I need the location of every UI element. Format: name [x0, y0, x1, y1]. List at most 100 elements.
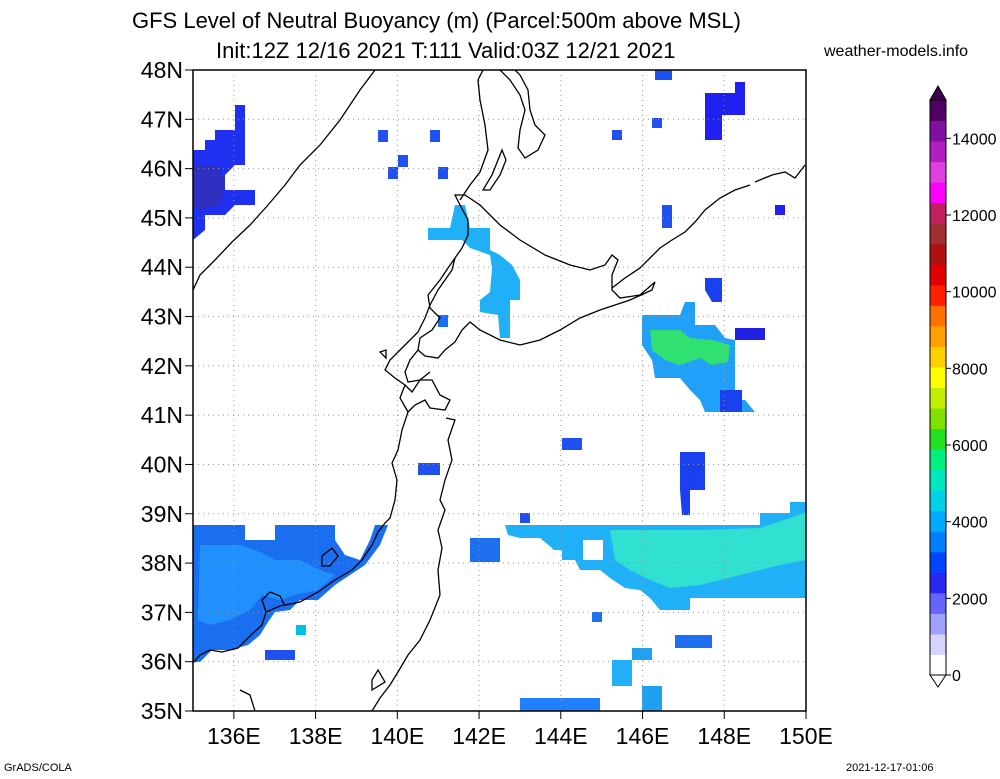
lat-label: 42N [141, 353, 183, 379]
fill-patch-small-1 [265, 650, 295, 660]
lat-label: 41N [141, 402, 183, 428]
coastlines [193, 70, 806, 711]
colorbar-segment [930, 366, 946, 388]
fill-patch-okhotsk-1 [655, 70, 672, 80]
longitude-axis: 136E 138E 140E 142E 144E 146E 148E 150E [207, 711, 833, 749]
coast-boso [371, 668, 386, 692]
colorbar-label: 12000 [952, 208, 997, 225]
lon-label: 148E [697, 723, 751, 749]
lon-label: 142E [452, 723, 506, 749]
colorbar-segment [930, 408, 946, 430]
fill-patch-north-1 [378, 130, 388, 142]
lat-label: 48N [141, 57, 183, 83]
colorbar-segment [930, 182, 946, 204]
colorbar-segment [930, 449, 946, 471]
colorbar-segment [930, 243, 946, 265]
colorbar-label: 2000 [952, 591, 988, 608]
colorbar-segment [930, 223, 946, 245]
lat-label: 44N [141, 254, 183, 280]
footer-timestamp: 2021-12-17-01:06 [846, 762, 934, 774]
lat-label: 36N [141, 649, 183, 675]
fill-patch-pacific-1 [470, 538, 500, 562]
colorbar-segment [930, 264, 946, 286]
fill-patch-okhotsk-2 [652, 118, 662, 128]
fill-patch-kuril-1 [735, 328, 765, 340]
fill-patch-pacific-4 [520, 698, 600, 711]
colorbar-segment [930, 141, 946, 163]
colorbar-segment [930, 100, 946, 122]
fill-patch-pacific-3 [675, 635, 712, 648]
coast-tsugaru [404, 379, 451, 413]
footer-software-label: GrADS/COLA [4, 762, 72, 774]
fill-patch-kuril-4 [720, 390, 742, 412]
colorbar-segment [930, 428, 946, 450]
lon-label: 136E [207, 723, 261, 749]
coast-sakhalin-east [499, 70, 546, 159]
coast-izu [239, 689, 256, 711]
fill-region-sea-of-japan-core [198, 545, 335, 625]
colorbar-segment [930, 120, 946, 142]
lat-label: 40N [141, 451, 183, 477]
lat-label: 43N [141, 304, 183, 330]
lat-label: 39N [141, 501, 183, 527]
fill-patch-kuril-3 [680, 452, 705, 515]
lat-label: 35N [141, 698, 183, 724]
colorbar-label: 6000 [952, 438, 988, 455]
lat-label: 46N [141, 156, 183, 182]
colorbar-segment [930, 284, 946, 306]
lon-label: 150E [779, 723, 833, 749]
fill-patch-pacific-7 [642, 686, 662, 711]
fill-patch-north-3 [398, 155, 408, 167]
coast-kuril-1 [611, 184, 751, 289]
fill-patch-okhotsk-5 [775, 205, 785, 215]
colorbar [929, 84, 947, 688]
fill-patch-hokkaido-3 [562, 438, 582, 450]
lon-label: 146E [616, 723, 670, 749]
fill-patch-okhotsk-3 [612, 130, 622, 140]
colorbar-segment [930, 202, 946, 224]
lat-label: 38N [141, 550, 183, 576]
coast-sakhalin-tip [481, 148, 507, 191]
fill-patch-kuril-2 [705, 278, 722, 302]
fill-region-kuril-core [650, 330, 730, 365]
colorbar-label: 14000 [952, 131, 997, 148]
fill-patch-pacific-6 [632, 648, 652, 660]
fill-patch-north-4 [388, 167, 398, 179]
colorbar-segment [930, 654, 946, 676]
lon-label: 138E [289, 723, 343, 749]
fill-patch-pacific-5 [612, 660, 632, 686]
coast-honshu-west [193, 257, 456, 664]
colorbar-segment [930, 469, 946, 491]
fill-patch-north-5 [438, 167, 448, 179]
colorbar-segment [930, 613, 946, 635]
colorbar-label: 10000 [952, 285, 997, 302]
coast-sakhalin [459, 70, 489, 201]
fill-patch-north-2 [430, 130, 440, 142]
fill-patch-hokkaido-2 [418, 463, 440, 475]
lat-label: 37N [141, 599, 183, 625]
fill-patch-pacific-2 [520, 513, 530, 523]
colorbar-segment [930, 633, 946, 655]
coast-honshu-east [371, 417, 456, 711]
lat-label: 47N [141, 106, 183, 132]
colorbar-frame [929, 99, 947, 676]
coast-hokkaido [417, 194, 656, 359]
coast-primorye [193, 70, 376, 291]
fill-region-hokkaido-west [428, 205, 520, 338]
colorbar-segment [930, 387, 946, 409]
colorbar-segment [930, 325, 946, 347]
credit-label: weather-models.info [824, 43, 969, 60]
lnb-fill-layer [193, 70, 806, 711]
coast-sado [321, 547, 339, 567]
colorbar-segment [930, 346, 946, 368]
colorbar-segment [930, 490, 946, 512]
colorbar-segment [930, 305, 946, 327]
lon-label: 140E [370, 723, 424, 749]
fill-region-okhotsk-northeast [705, 82, 745, 140]
graticule [193, 70, 806, 711]
colorbar-max-arrow [929, 84, 947, 101]
chart-title-line2: Init:12Z 12/16 2021 T:111 Valid:03Z 12/2… [216, 38, 676, 63]
colorbar-segment [930, 161, 946, 183]
map-frame [192, 69, 807, 712]
